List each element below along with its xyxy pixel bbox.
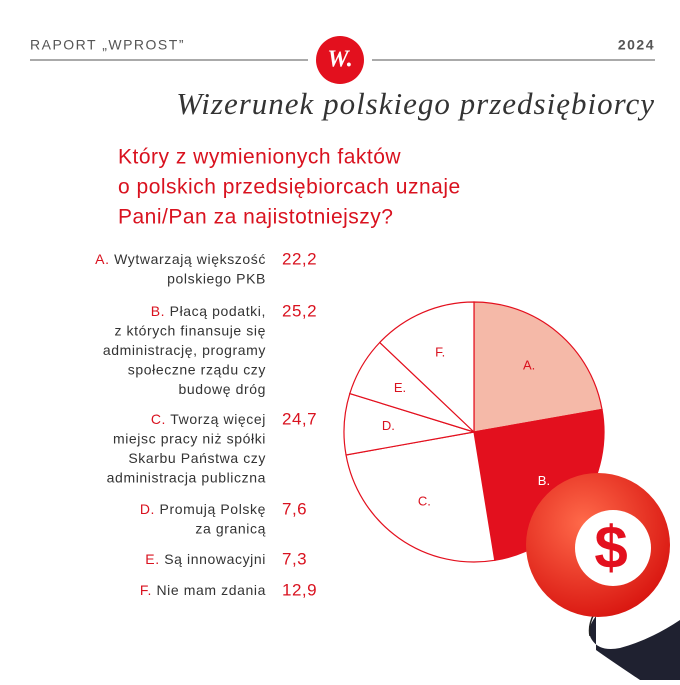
slice-label: C. xyxy=(418,493,431,508)
legend-description: C. Tworzą więcej xyxy=(151,411,266,427)
legend-letter: D. xyxy=(140,501,155,517)
legend-letter: F. xyxy=(140,582,152,598)
legend-text: budowę dróg xyxy=(178,381,266,397)
legend-letter: C. xyxy=(151,411,166,427)
value-label: 7,3 xyxy=(282,549,307,568)
legend-description: D. Promują Polskę xyxy=(140,501,266,517)
legend-text: Nie mam zdania xyxy=(156,582,266,598)
slice-label: F. xyxy=(435,345,445,360)
legend-text: polskiego PKB xyxy=(167,270,266,286)
legend-description: polskiego PKB xyxy=(167,270,266,286)
legend-text: z których finansuje się xyxy=(114,322,266,338)
value-label: 24,7 xyxy=(282,409,317,428)
value-label: 22,2 xyxy=(282,249,317,268)
legend-description: E. Są innowacyjni xyxy=(145,551,266,567)
slice-label: B. xyxy=(538,473,550,488)
legend-letter: E. xyxy=(145,551,159,567)
legend-description: F. Nie mam zdania xyxy=(140,582,266,598)
legend-description: administracja publiczna xyxy=(107,469,266,485)
legend-text: Płacą podatki, xyxy=(170,303,266,319)
pie: A. B. C. D. E. F. xyxy=(343,301,605,563)
legend-text: administracja publiczna xyxy=(107,469,266,485)
slice-label: E. xyxy=(394,380,406,395)
dollar-icon: $ xyxy=(594,514,627,581)
legend-text: administrację, programy xyxy=(103,342,266,358)
legend-text: za granicą xyxy=(195,520,266,536)
legend-description: z których finansuje się xyxy=(114,322,266,338)
legend-description: B. Płacą podatki, xyxy=(151,303,266,319)
legend-letter: A. xyxy=(95,251,109,267)
value-label: 12,9 xyxy=(282,580,317,599)
pie-slice xyxy=(345,431,496,563)
subtitle-line: Pani/Pan za najistotniejszy? xyxy=(118,206,394,229)
legend-text: miejsc pracy niż spółki xyxy=(113,430,266,446)
legend-text: Są innowacyjni xyxy=(164,551,266,567)
legend-text: społeczne rządu czy xyxy=(128,361,266,377)
legend-description: za granicą xyxy=(195,520,266,536)
legend-letter: B. xyxy=(151,303,165,319)
header-right: 2024 xyxy=(618,37,655,53)
chart-title: Wizerunek polskiego przedsiębiorcy xyxy=(176,86,655,121)
balloon: $ xyxy=(526,473,680,680)
legend-description: Skarbu Państwa czy xyxy=(128,450,266,466)
logo-text: W. xyxy=(327,47,353,73)
logo xyxy=(316,36,364,84)
pie-slice xyxy=(378,301,475,434)
legend-description: miejsc pracy niż spółki xyxy=(113,430,266,446)
hand xyxy=(589,616,680,680)
subtitle-line: Który z wymienionych faktów xyxy=(118,146,401,169)
legend-text: Tworzą więcej xyxy=(170,411,266,427)
legend-description: budowę dróg xyxy=(178,381,266,397)
legend-description: administrację, programy xyxy=(103,342,266,358)
legend-description: A. Wytwarzają większość xyxy=(95,251,266,267)
legend-text: Wytwarzają większość xyxy=(114,251,266,267)
slice-label: D. xyxy=(382,418,395,433)
legend: A. Wytwarzają większość polskiego PKB 22,2… xyxy=(95,249,317,599)
legend-text: Skarbu Państwa czy xyxy=(128,450,266,466)
header-left: RAPORT „WPROST” xyxy=(30,37,185,53)
slice-label: A. xyxy=(523,358,535,373)
coin xyxy=(575,510,651,586)
value-label: 7,6 xyxy=(282,499,307,518)
legend-description: społeczne rządu czy xyxy=(128,361,266,377)
value-label: 25,2 xyxy=(282,301,317,320)
subtitle-line: o polskich przedsiębiorcach uznaje xyxy=(118,176,461,199)
pie-slice xyxy=(473,301,603,433)
legend-text: Promują Polskę xyxy=(160,501,266,517)
